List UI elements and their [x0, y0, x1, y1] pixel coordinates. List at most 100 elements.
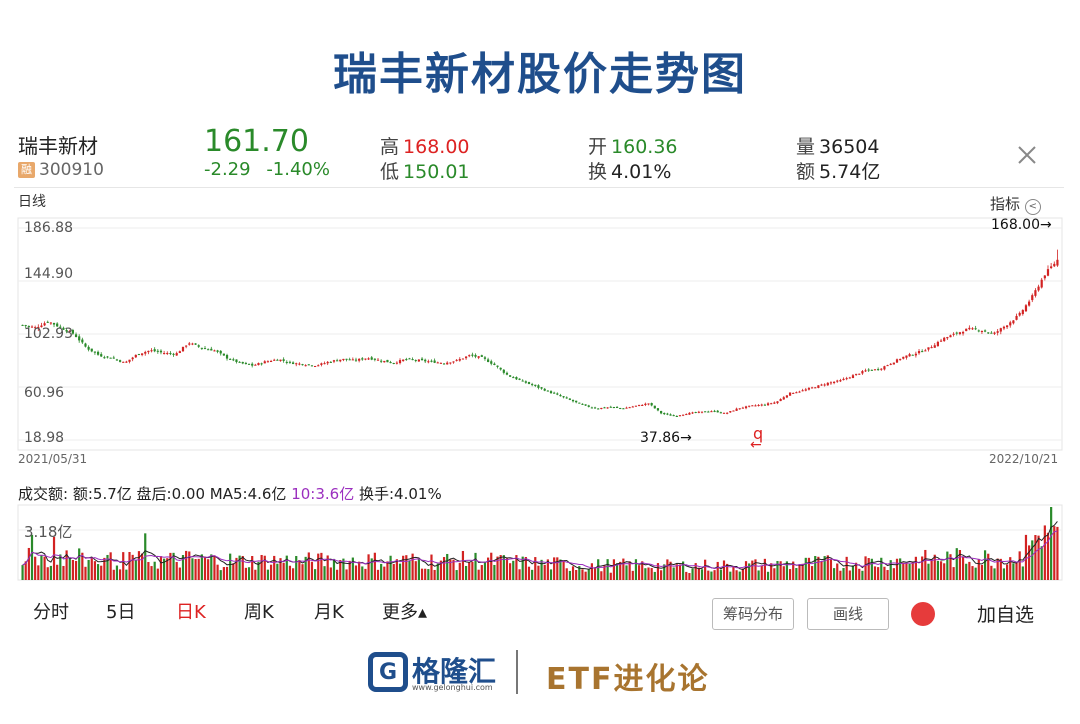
volume-bar — [707, 570, 710, 580]
y-tick: 102.93 — [24, 326, 73, 342]
candle-body — [848, 377, 851, 379]
candle-body — [622, 408, 625, 410]
volume-bar — [389, 555, 392, 580]
volume-info-ma10: 10:3.6亿 — [291, 485, 355, 503]
candle-body — [515, 377, 518, 380]
volume-bar — [600, 571, 603, 580]
candle-body — [829, 382, 833, 384]
volume-bar — [1024, 534, 1028, 580]
candle-body — [773, 402, 776, 404]
tab-weekly-k[interactable]: 周K — [244, 602, 274, 623]
volume-bar — [461, 550, 465, 580]
close-icon[interactable] — [1015, 143, 1039, 167]
candle-body — [606, 407, 609, 409]
volume-bar — [483, 561, 487, 580]
volume-bar — [700, 569, 704, 580]
volume-bar — [902, 562, 905, 580]
candle-body — [490, 361, 493, 364]
low-label: 低 — [380, 161, 400, 183]
candle-body — [109, 357, 112, 359]
candle-body — [358, 358, 361, 361]
candle-body — [304, 365, 307, 367]
volume-bar — [46, 567, 49, 580]
candle-body — [452, 361, 455, 363]
candle-body — [285, 361, 288, 363]
volume-bar — [235, 557, 238, 580]
candle-body — [329, 361, 332, 363]
candle-body — [571, 399, 575, 402]
tab-daily-k[interactable]: 日K — [176, 602, 206, 623]
candle-body — [782, 397, 785, 400]
candle-body — [433, 360, 436, 363]
volume-bar — [251, 556, 254, 580]
candle-body — [269, 361, 273, 363]
high-stat: 高 168.00 — [380, 132, 470, 159]
volume-bar — [936, 560, 940, 580]
indicator-button[interactable]: 指标 < — [990, 193, 1041, 215]
volume-bar — [185, 550, 188, 580]
chip-distribution-button[interactable]: 筹码分布 — [712, 598, 794, 630]
candle-body — [615, 407, 619, 409]
volume-bar — [760, 565, 763, 580]
candle-body — [307, 364, 310, 366]
volume-bar — [336, 569, 339, 580]
candle-body — [505, 372, 509, 375]
candle-body — [395, 362, 398, 364]
volume-bar — [493, 564, 496, 580]
candle-body — [405, 359, 408, 361]
volume-bar — [719, 569, 722, 580]
volume-bar — [1021, 566, 1024, 580]
volume-bar — [697, 567, 700, 580]
volume-value: 36504 — [819, 136, 880, 158]
candle-body — [46, 321, 49, 323]
chevron-left-icon: < — [1024, 199, 1041, 215]
add-watchlist-button[interactable]: 加自选 — [977, 604, 1035, 626]
candle-body — [185, 345, 188, 347]
candle-body — [946, 337, 949, 339]
volume-bar — [1040, 546, 1043, 580]
tab-more[interactable]: 更多▴ — [382, 602, 428, 623]
volume-bar — [238, 555, 241, 580]
volume-bar — [40, 555, 43, 580]
candle-body — [499, 367, 502, 370]
candle-body — [839, 380, 842, 382]
candle-body — [122, 361, 125, 363]
candle-body — [927, 347, 930, 350]
volume-bar — [380, 563, 383, 580]
volume-bar — [990, 565, 993, 580]
volume-bar — [748, 563, 751, 580]
candle-body — [521, 380, 524, 382]
volume-bar — [307, 552, 310, 580]
volume-bar — [738, 571, 741, 580]
volume-bar — [763, 558, 767, 580]
candle-body — [96, 351, 100, 355]
draw-line-button[interactable]: 画线 — [807, 598, 889, 630]
tab-5day[interactable]: 5日 — [106, 602, 136, 623]
volume-info: 成交额: 额:5.7亿 盘后:0.00 MA5:4.6亿 10:3.6亿 换手:… — [18, 483, 442, 504]
volume-bar — [873, 566, 877, 580]
volume-bar — [914, 556, 917, 580]
volume-bar — [263, 555, 266, 580]
candle-body — [688, 412, 691, 415]
volume-bar — [273, 555, 276, 580]
volume-bar — [886, 570, 889, 580]
period-tabs: 分时 5日 日K 周K 月K 更多▴ — [0, 598, 1080, 630]
volume-bar — [814, 556, 817, 580]
volume-bar — [666, 559, 669, 580]
volume-bar — [669, 561, 672, 580]
y-tick: 144.90 — [24, 266, 73, 282]
record-icon[interactable] — [911, 602, 935, 626]
volume-bar — [540, 559, 543, 580]
tab-intraday[interactable]: 分时 — [33, 602, 69, 623]
candle-body — [125, 361, 128, 363]
tab-monthly-k[interactable]: 月K — [314, 602, 344, 623]
candle-body — [732, 410, 735, 412]
candle-body — [807, 388, 811, 390]
candle-body — [760, 404, 763, 406]
candle-body — [867, 369, 870, 371]
candle-body — [90, 348, 93, 352]
candle-body — [137, 354, 141, 356]
volume-bar — [823, 556, 826, 580]
candle-body — [84, 343, 87, 347]
volume-bar — [439, 560, 443, 580]
